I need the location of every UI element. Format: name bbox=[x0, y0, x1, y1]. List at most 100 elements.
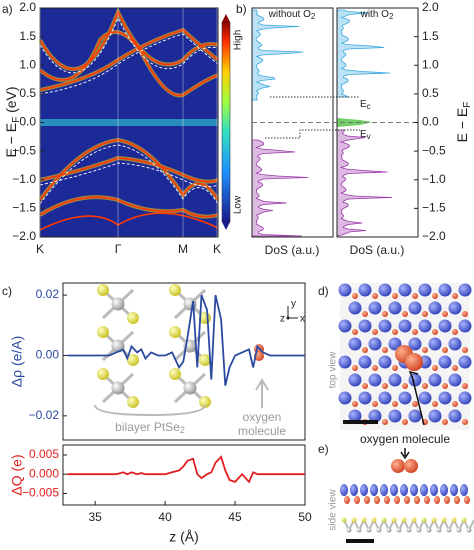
atom bbox=[458, 355, 472, 369]
arrow bbox=[408, 370, 425, 426]
atom bbox=[392, 293, 398, 299]
atom bbox=[462, 419, 468, 425]
dos-curve bbox=[336, 9, 391, 98]
atom bbox=[434, 496, 440, 504]
plot-frame bbox=[62, 282, 306, 441]
atom bbox=[422, 311, 428, 317]
dos-curve bbox=[336, 129, 393, 237]
label-sub: v bbox=[367, 132, 371, 141]
pt-atom bbox=[111, 297, 125, 311]
atom bbox=[412, 401, 418, 407]
se-atom bbox=[199, 354, 211, 366]
annotation: oxygen bbox=[243, 410, 282, 424]
atom bbox=[388, 373, 402, 387]
panel-label: e) bbox=[318, 442, 329, 456]
x-axis-label: DoS (a.u.) bbox=[265, 243, 320, 257]
atom bbox=[360, 484, 368, 496]
panel-title: with O2 bbox=[360, 9, 394, 21]
atom bbox=[381, 517, 387, 523]
colorbar-label: High bbox=[233, 30, 244, 51]
atom bbox=[431, 517, 437, 523]
y-tick-label: −0.5 bbox=[12, 143, 36, 157]
atom bbox=[406, 527, 412, 533]
atom bbox=[348, 409, 362, 423]
atom bbox=[388, 409, 402, 423]
y-tick-label: −2.0 bbox=[12, 229, 36, 243]
se-atom bbox=[169, 368, 181, 380]
atom bbox=[378, 283, 392, 297]
label-sub: c bbox=[367, 102, 371, 111]
arrow bbox=[255, 378, 269, 408]
annotation: molecule bbox=[238, 424, 286, 438]
view-label: top view bbox=[328, 351, 339, 388]
y-tick-label: 2.0 bbox=[19, 0, 36, 14]
ev-guide bbox=[265, 129, 360, 139]
atom bbox=[442, 383, 448, 389]
atom bbox=[348, 337, 362, 351]
atom bbox=[392, 401, 398, 407]
atom bbox=[364, 496, 370, 504]
atom bbox=[358, 319, 372, 333]
axis-icon-label: y bbox=[291, 299, 296, 310]
se-atom bbox=[97, 284, 109, 296]
axes-icon: y z x bbox=[280, 299, 305, 325]
label-sub: 2 bbox=[311, 12, 316, 21]
atom bbox=[452, 329, 458, 335]
atom bbox=[422, 347, 428, 353]
pt-atom bbox=[183, 297, 197, 311]
atom bbox=[350, 484, 358, 496]
label-part: E bbox=[360, 99, 367, 110]
atom bbox=[458, 319, 472, 333]
label-sub: 2 bbox=[389, 12, 394, 21]
label-sub: F bbox=[11, 117, 22, 123]
dos-curve bbox=[251, 9, 304, 101]
annotation: bilayer PtSe2 bbox=[115, 420, 185, 435]
panel-label: d) bbox=[318, 284, 329, 298]
colorbar-arrow bbox=[222, 222, 230, 230]
atom bbox=[448, 373, 462, 387]
y-tick-label: −0.5 bbox=[422, 143, 446, 157]
atom bbox=[446, 527, 452, 533]
atom bbox=[438, 319, 452, 333]
atom bbox=[408, 409, 422, 423]
atom bbox=[338, 355, 352, 369]
atom bbox=[418, 283, 432, 297]
label-part: with O bbox=[360, 9, 390, 20]
panel-title: without O2 bbox=[268, 9, 316, 21]
atom bbox=[441, 517, 447, 523]
x-axis-label: DoS (a.u.) bbox=[350, 243, 405, 257]
atom bbox=[372, 401, 378, 407]
atom bbox=[384, 496, 390, 504]
dos-curve bbox=[251, 139, 309, 237]
atom bbox=[394, 496, 400, 504]
se-atom bbox=[169, 284, 181, 296]
atom bbox=[398, 391, 412, 405]
atom bbox=[408, 373, 422, 387]
atom bbox=[462, 347, 468, 353]
label-part: E − E bbox=[3, 123, 19, 158]
atom bbox=[416, 527, 422, 533]
x-axis-label: z (Å) bbox=[169, 529, 199, 545]
pt-atom bbox=[111, 381, 125, 395]
x-tick-label: K bbox=[36, 242, 44, 256]
atom bbox=[366, 527, 372, 533]
colorbar-label: Low bbox=[233, 195, 244, 214]
atom bbox=[378, 319, 392, 333]
atom bbox=[448, 337, 462, 351]
panel-label: c) bbox=[2, 284, 12, 298]
atom bbox=[382, 347, 388, 353]
y-axis-label: E − EF (eV) bbox=[3, 86, 22, 157]
atom bbox=[451, 517, 457, 523]
atom bbox=[338, 283, 352, 297]
brace bbox=[94, 404, 206, 417]
atom bbox=[352, 365, 358, 371]
atom bbox=[362, 383, 368, 389]
se-atom bbox=[127, 354, 139, 366]
atom bbox=[352, 329, 358, 335]
se-atom bbox=[127, 312, 139, 324]
atom bbox=[391, 517, 397, 523]
label-part: (eV) bbox=[3, 86, 19, 116]
atom bbox=[428, 409, 442, 423]
y-tick-label: −1.0 bbox=[422, 172, 446, 186]
y-axis-label: ΔQ (e) bbox=[9, 454, 25, 495]
